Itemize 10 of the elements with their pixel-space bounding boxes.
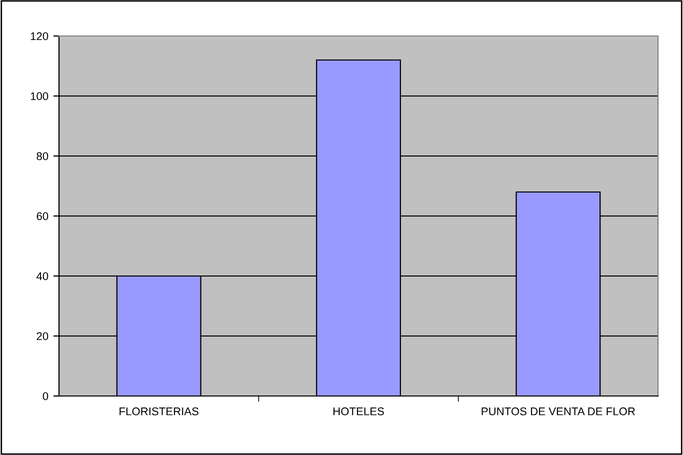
x-tick-label: PUNTOS DE VENTA DE FLOR xyxy=(482,407,635,416)
y-tick-label: 120 xyxy=(30,32,48,40)
y-tick-label: 40 xyxy=(36,272,48,280)
y-tick-label: 100 xyxy=(30,92,48,100)
y-tick-label: 60 xyxy=(36,212,48,220)
x-tick-label: FLORISTERIAS xyxy=(120,407,198,416)
y-tick-label: 20 xyxy=(36,332,48,340)
x-tick-label: HOTELES xyxy=(333,407,384,416)
y-tick-label: 80 xyxy=(36,152,48,160)
y-tick-label: 0 xyxy=(42,392,48,400)
